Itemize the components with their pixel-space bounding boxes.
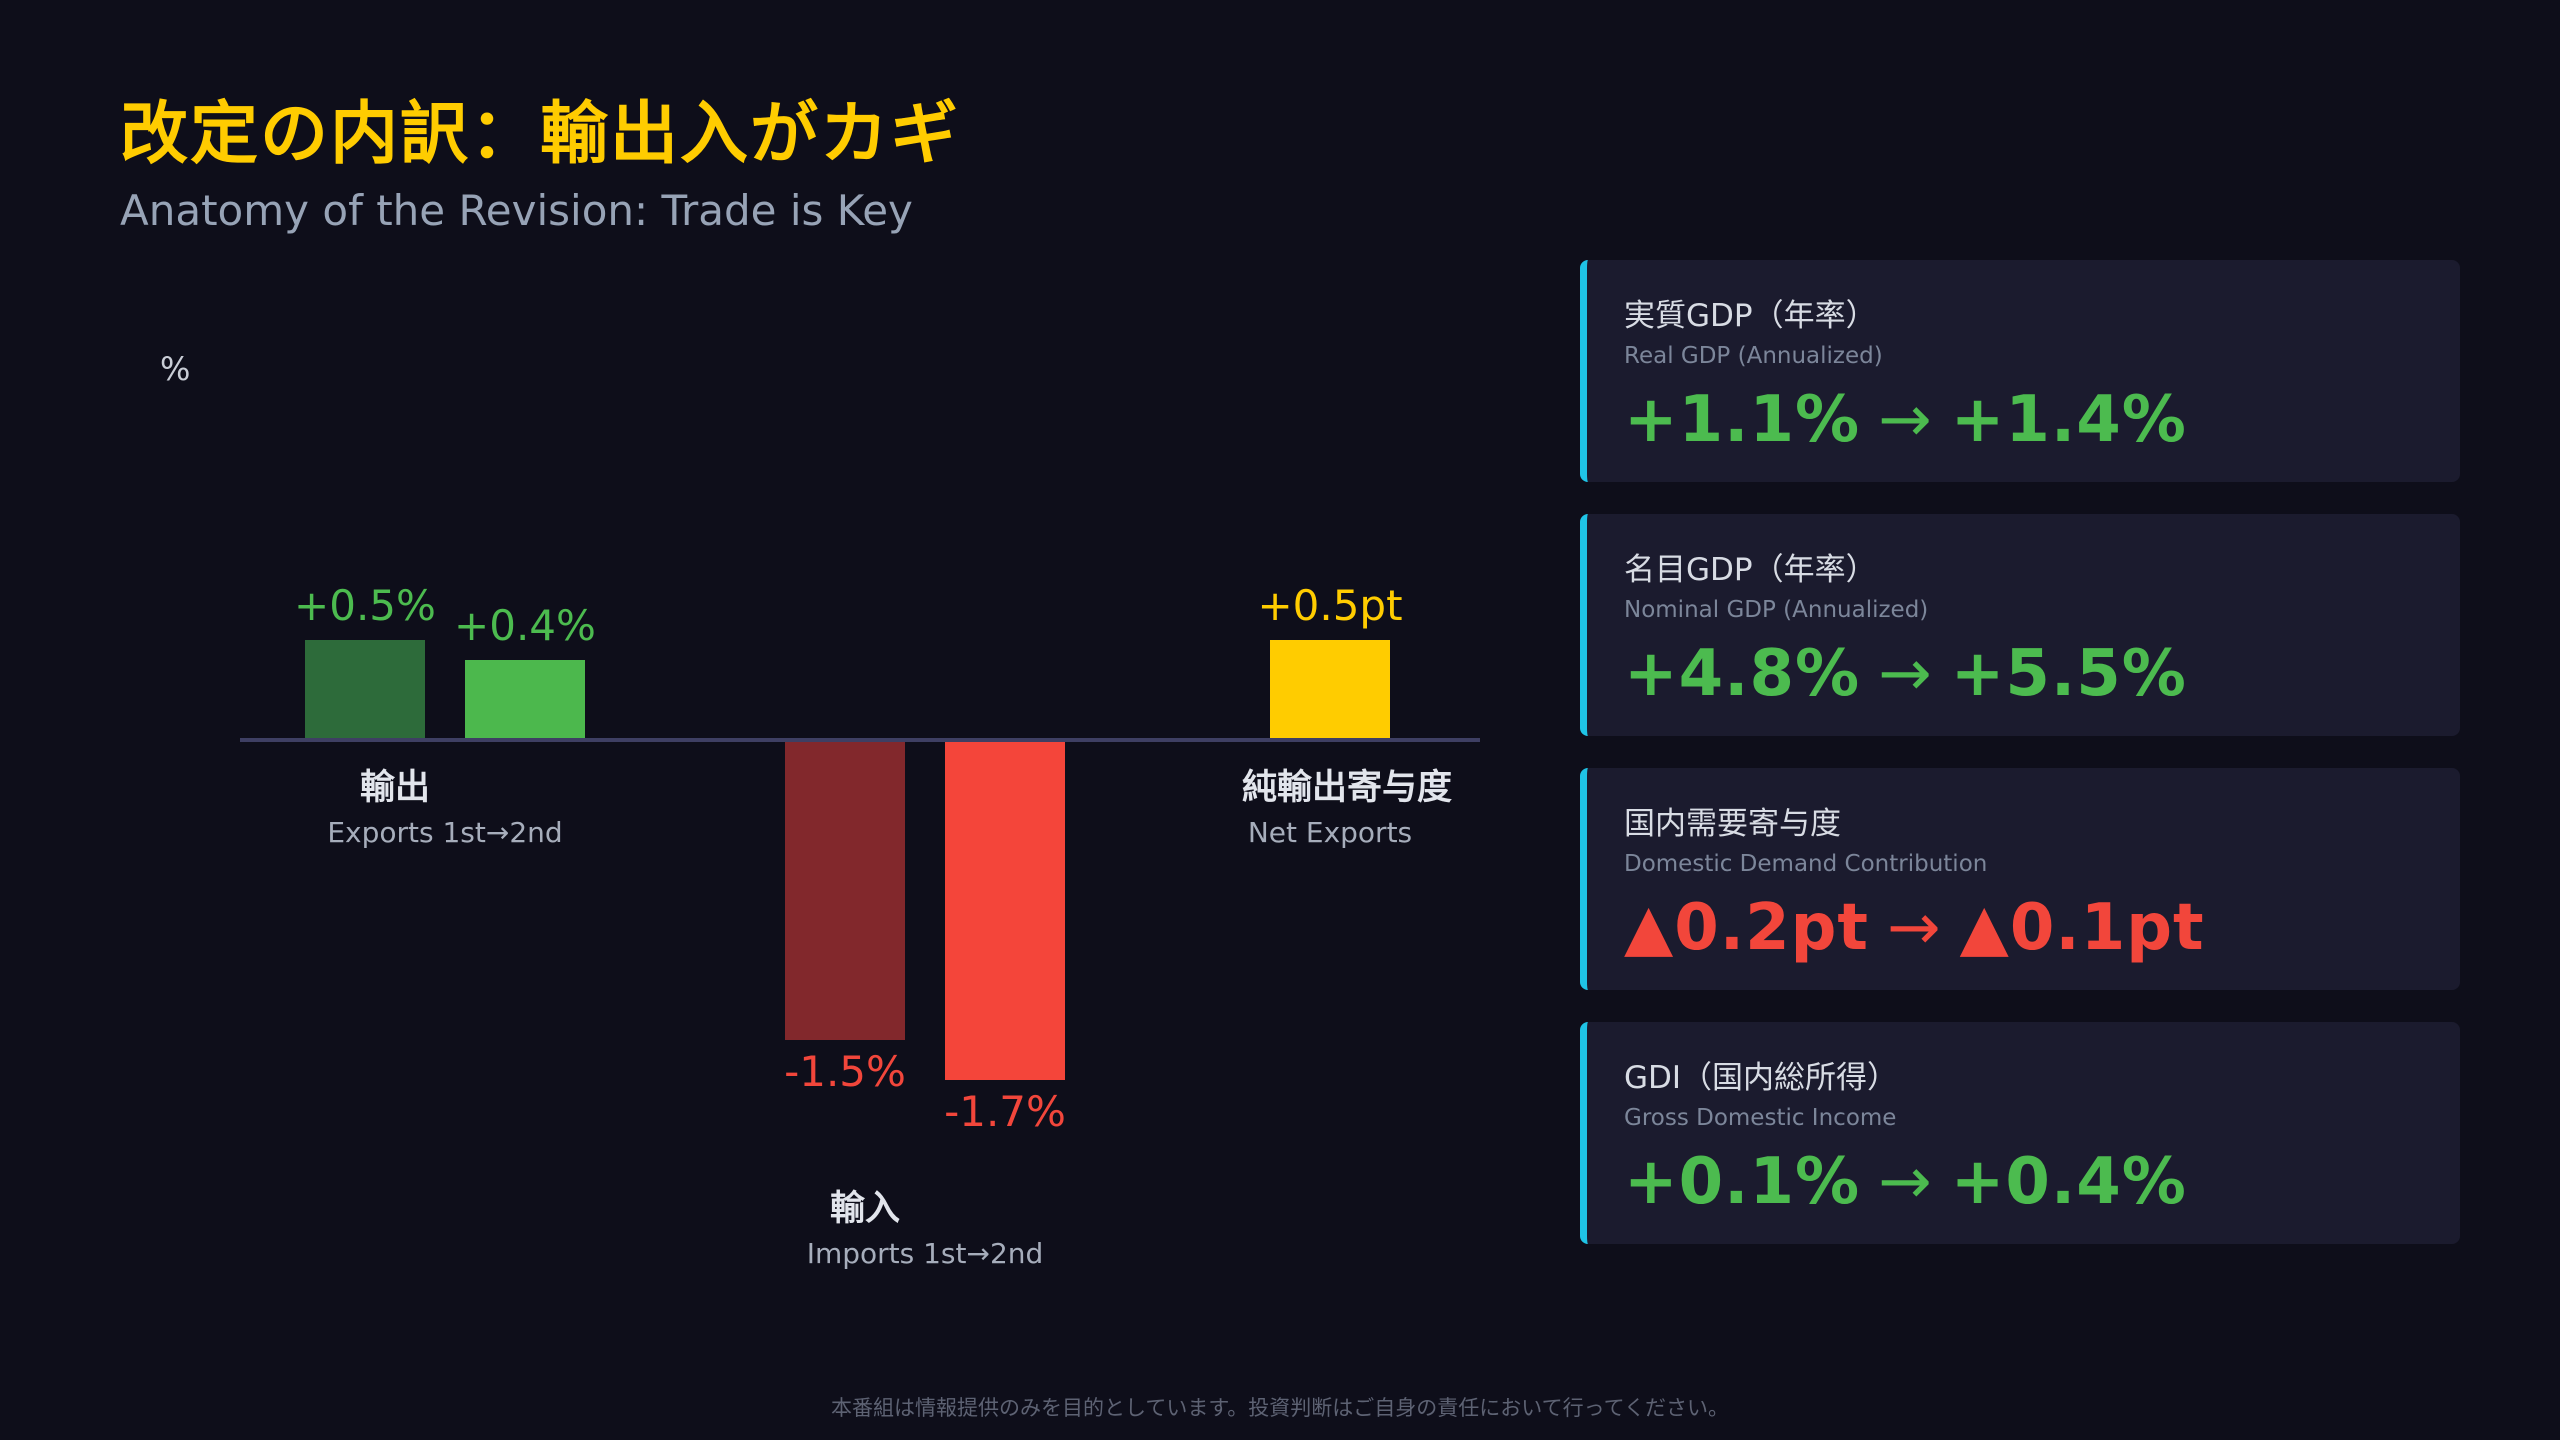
card-label-en: Nominal GDP (Annualized) [1624, 597, 1929, 623]
card-domestic-demand: 国内需要寄与度 Domestic Demand Contribution ▲0.… [1580, 768, 2460, 990]
arrow-right-icon: → [1878, 383, 1933, 457]
card-label-en: Domestic Demand Contribution [1624, 851, 1988, 877]
bar-value-label: -1.7% [944, 1087, 1066, 1136]
arrow-right-icon: → [1878, 1145, 1933, 1219]
bar [785, 740, 905, 1040]
category-label-en: Exports 1st→2nd [327, 816, 562, 849]
card-value-to: ▲0.1pt [1959, 891, 2205, 965]
bar [945, 740, 1065, 1080]
bar-value-label: -1.5% [784, 1047, 906, 1096]
category-label-en: Net Exports [1248, 816, 1412, 849]
card-label-en: Real GDP (Annualized) [1624, 343, 1883, 369]
card-value-from: +4.8% [1624, 637, 1861, 711]
bar-value-label: +0.5% [294, 581, 436, 630]
category-label-ja: 純輸出寄与度 [1242, 768, 1452, 808]
category-label-ja: 輸出 [360, 768, 430, 808]
card-value-from: ▲0.2pt [1624, 891, 1869, 965]
bar [465, 660, 585, 740]
card-label-ja: GDI（国内総所得） [1624, 1060, 1899, 1096]
card-real-gdp: 実質GDP（年率） Real GDP (Annualized) +1.1% → +1… [1580, 260, 2460, 482]
card-value: +0.1% → +0.4% [1624, 1145, 2460, 1219]
page-subtitle: Anatomy of the Revision: Trade is Key [120, 186, 913, 235]
card-value-from: +0.1% [1624, 1145, 1861, 1219]
card-value: +4.8% → +5.5% [1624, 637, 2460, 711]
bar-value-label: +0.4% [454, 601, 596, 650]
category-label-en: Imports 1st→2nd [807, 1237, 1044, 1270]
card-label-ja: 実質GDP（年率） [1624, 298, 1877, 334]
y-axis-unit-label: % [160, 350, 190, 388]
card-value-to: +0.4% [1950, 1145, 2187, 1219]
card-value: ▲0.2pt → ▲0.1pt [1624, 891, 2460, 965]
category-label-ja: 輸入 [830, 1189, 900, 1229]
page-title: 改定の内訳：輸出入がカギ [120, 95, 961, 174]
card-gdi: GDI（国内総所得） Gross Domestic Income +0.1% → +… [1580, 1022, 2460, 1244]
card-value-from: +1.1% [1624, 383, 1861, 457]
bar [1270, 640, 1390, 740]
card-label-ja: 名目GDP（年率） [1624, 552, 1877, 588]
arrow-right-icon: → [1878, 637, 1933, 711]
card-value-to: +5.5% [1950, 637, 2187, 711]
card-label-ja: 国内需要寄与度 [1624, 806, 1841, 842]
arrow-right-icon: → [1887, 891, 1942, 965]
bar-value-label: +0.5pt [1257, 581, 1402, 630]
card-nominal-gdp: 名目GDP（年率） Nominal GDP (Annualized) +4.8%… [1580, 514, 2460, 736]
card-label-en: Gross Domestic Income [1624, 1105, 1897, 1131]
bars-layer: +0.5% +0.4% 輸出 Exports 1st→2nd -1.5% -1.7% 輸入 I… [294, 581, 1452, 1270]
disclaimer-footer: 本番組は情報提供のみを目的としています。投資判断はご自身の責任において行ってくだ… [831, 1396, 1729, 1420]
card-value: +1.1% → +1.4% [1624, 383, 2460, 457]
summary-cards: 実質GDP（年率） Real GDP (Annualized) +1.1% → +1… [1580, 260, 2460, 1276]
trade-revision-chart: % +0.5% +0.4% 輸出 Exports 1st→2nd -1.5% -1.7% 輸… [160, 350, 1480, 1270]
card-value-to: +1.4% [1950, 383, 2187, 457]
bar [305, 640, 425, 740]
